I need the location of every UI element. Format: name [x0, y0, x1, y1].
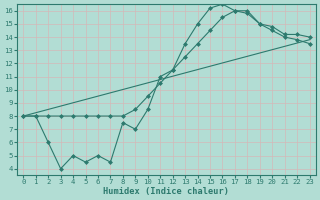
X-axis label: Humidex (Indice chaleur): Humidex (Indice chaleur) [103, 187, 229, 196]
